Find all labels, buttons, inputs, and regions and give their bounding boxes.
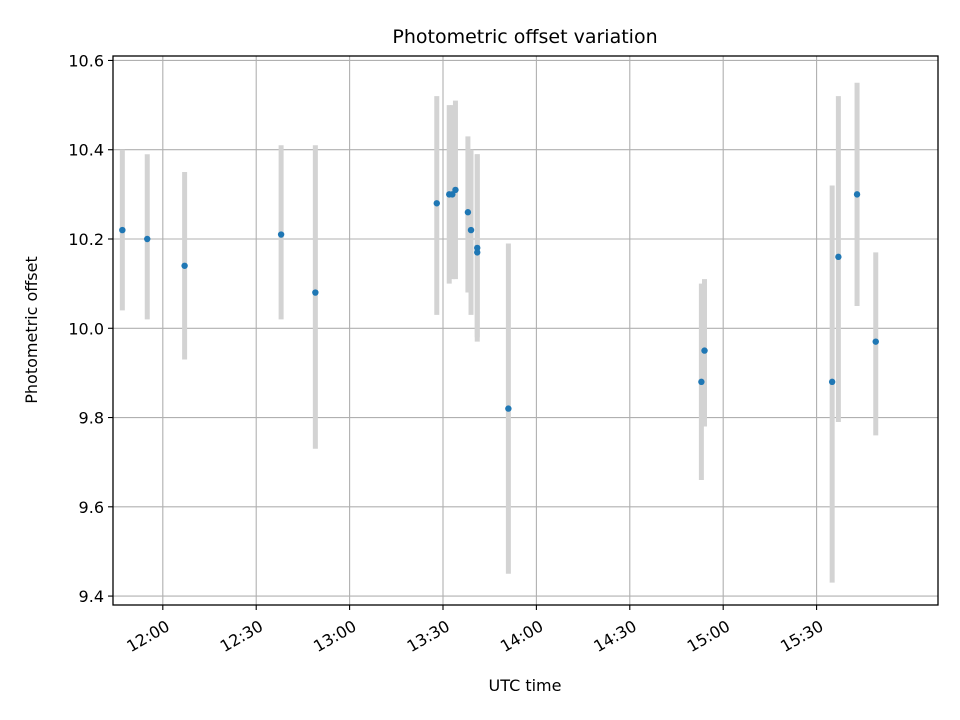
data-point-17 xyxy=(835,253,842,261)
data-point-4 xyxy=(312,289,319,296)
y-axis-label: Photometric offset xyxy=(22,256,41,404)
plot-frame xyxy=(112,55,939,606)
data-point-10 xyxy=(467,226,475,234)
data-point-0 xyxy=(119,226,126,234)
y-tick-label-0: 9.4 xyxy=(79,587,104,606)
y-tick-label-2: 9.8 xyxy=(79,409,104,428)
data-point-9 xyxy=(464,209,472,216)
y-tick-label-1: 9.6 xyxy=(79,498,104,517)
y-tick-label-4: 10.2 xyxy=(68,230,104,249)
data-point-8 xyxy=(452,186,459,194)
data-point-2 xyxy=(181,262,188,269)
data-point-11 xyxy=(474,249,481,256)
data-point-19 xyxy=(872,338,879,345)
data-point-1 xyxy=(144,235,151,243)
y-tick-label-6: 10.6 xyxy=(68,51,104,70)
data-point-3 xyxy=(277,231,285,238)
point-layer xyxy=(119,186,879,412)
data-point-12 xyxy=(474,244,481,252)
x-axis-label: UTC time xyxy=(489,676,562,695)
data-point-18 xyxy=(853,191,861,198)
data-point-5 xyxy=(433,200,440,207)
data-point-16 xyxy=(828,378,836,386)
y-tick-label-3: 10.0 xyxy=(68,319,104,338)
data-point-15 xyxy=(701,347,708,354)
data-point-13 xyxy=(505,405,512,412)
chart-title: Photometric offset variation xyxy=(392,26,657,48)
grid-layer xyxy=(113,56,938,605)
data-point-7 xyxy=(449,191,456,198)
y-tick-label-5: 10.4 xyxy=(68,141,104,160)
data-point-14 xyxy=(698,378,705,386)
